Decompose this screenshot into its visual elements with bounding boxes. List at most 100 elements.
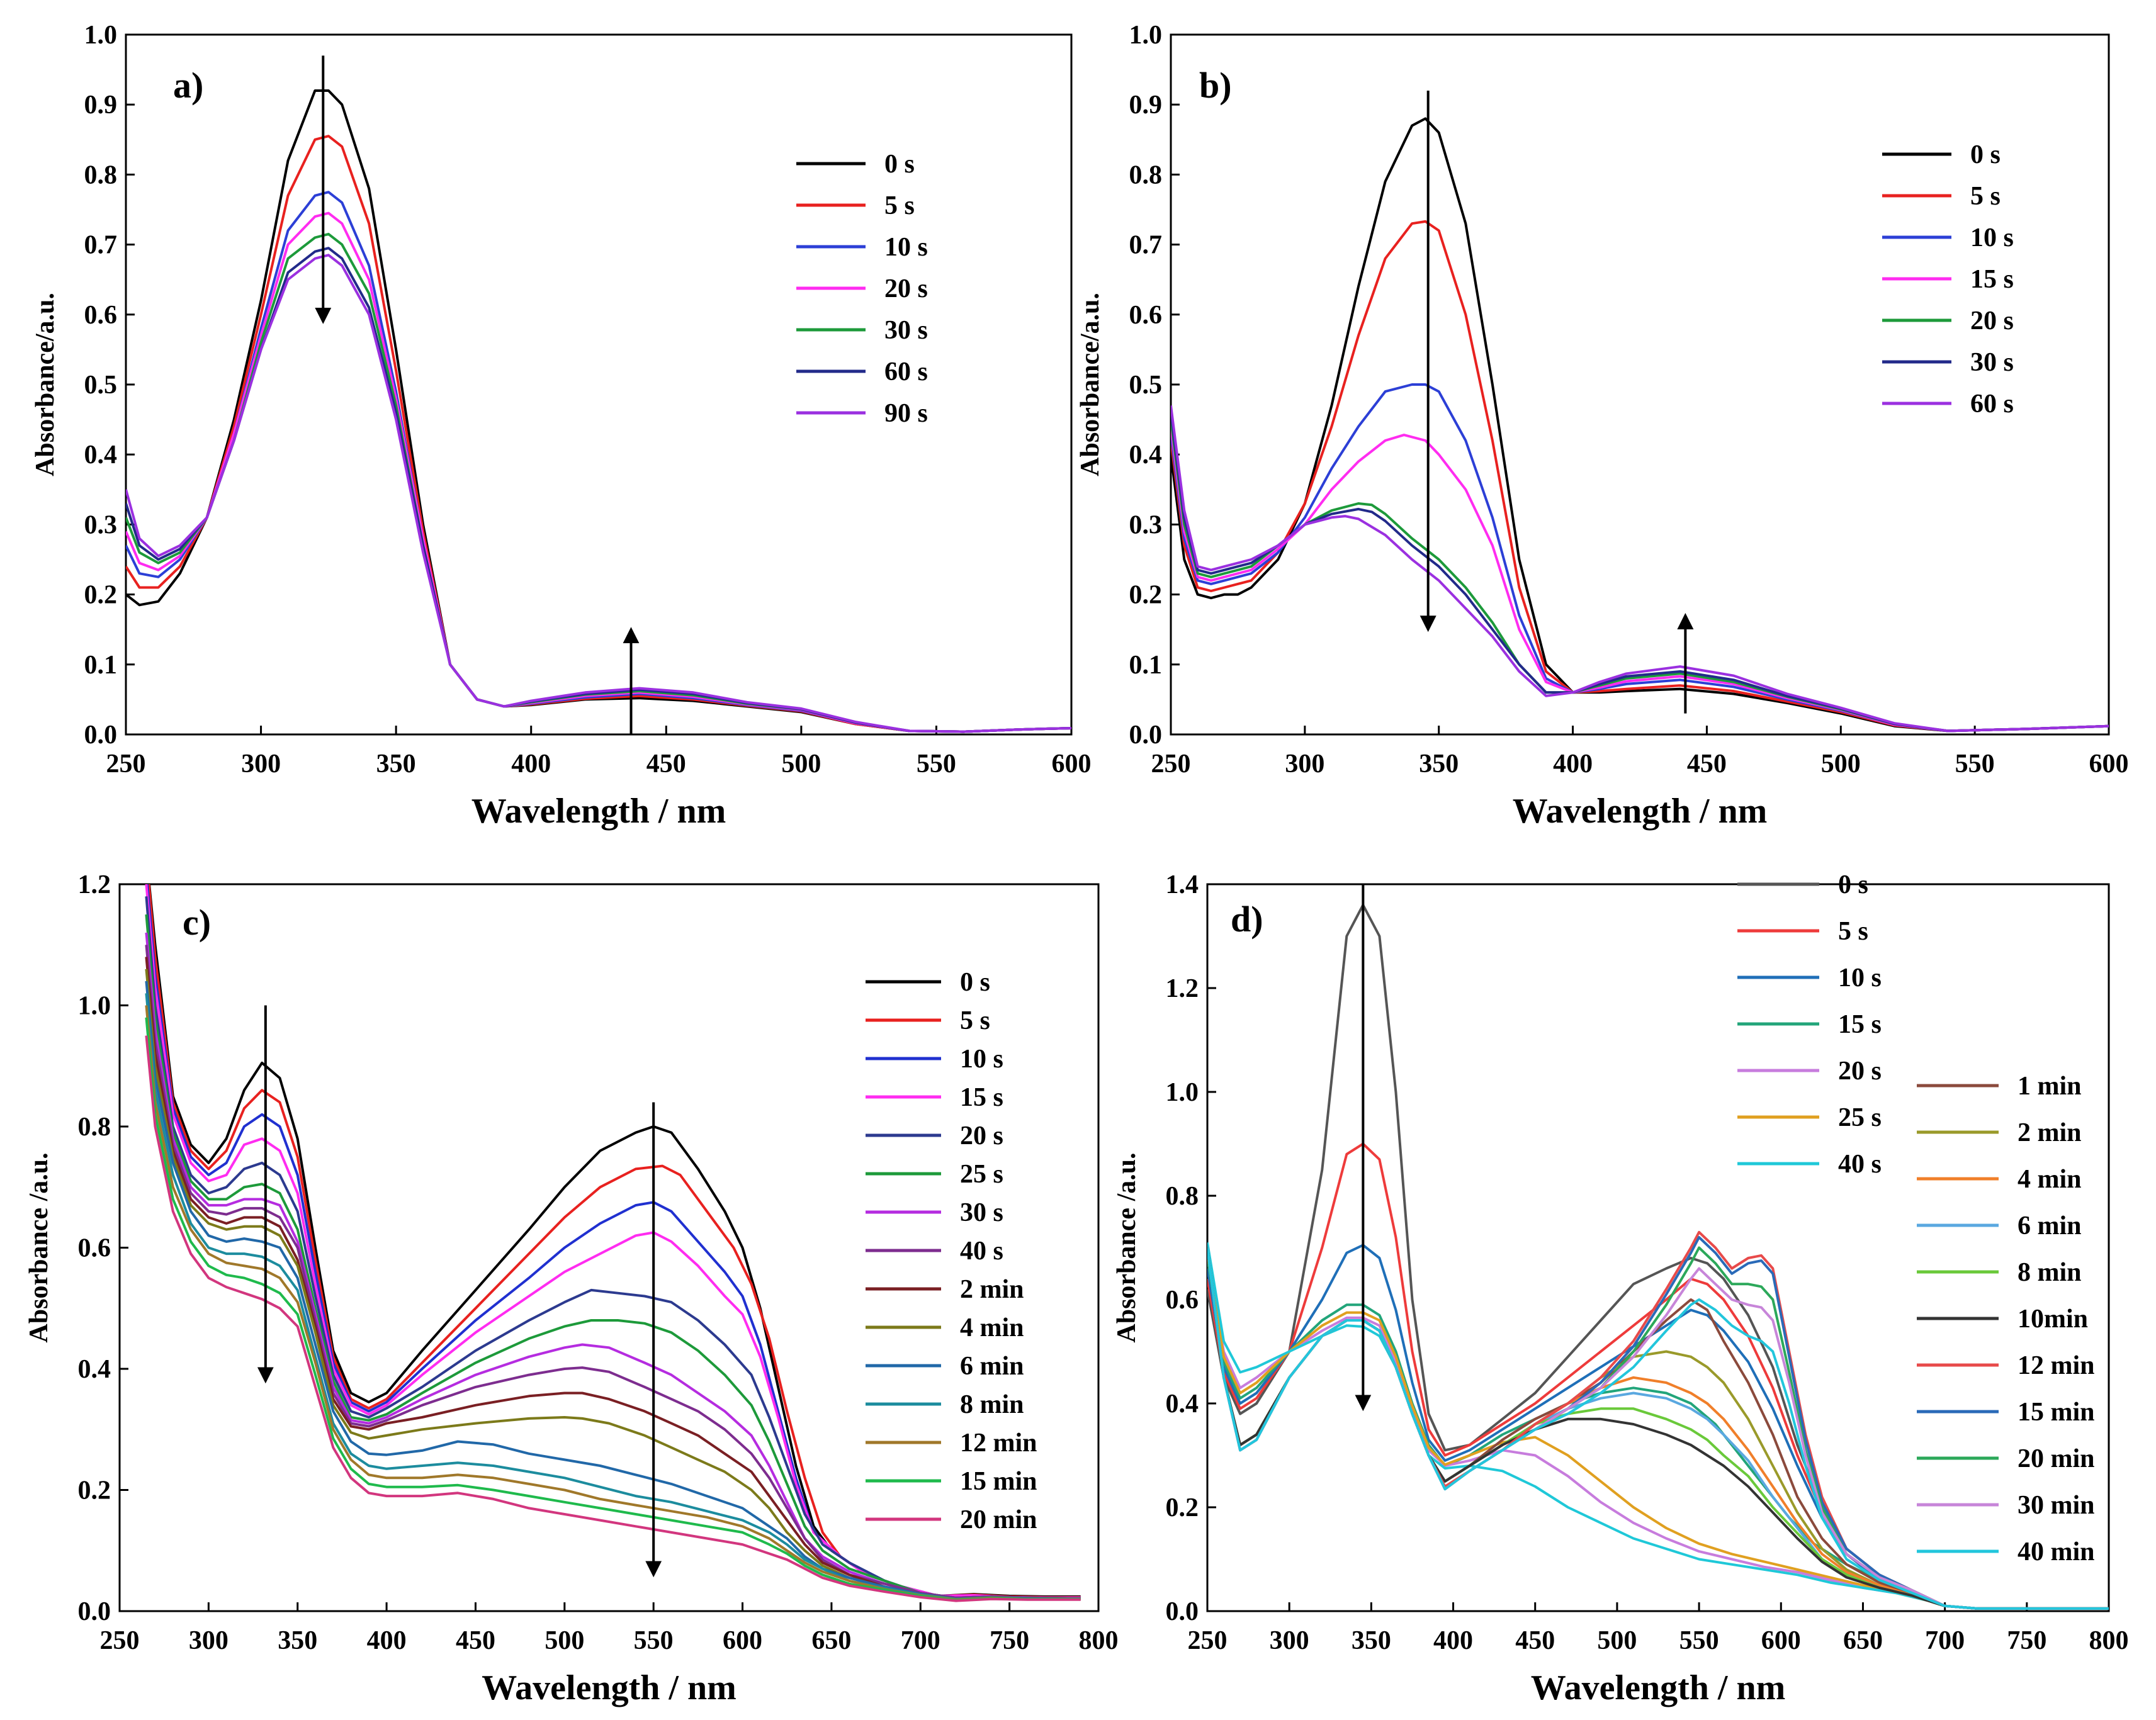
legend-entry: 2 min <box>960 1275 1024 1304</box>
y-tick-label: 0.6 <box>84 301 118 330</box>
legend-entry: 20 s <box>1970 306 2014 335</box>
x-tick-label: 800 <box>1079 1626 1119 1655</box>
legend-entry: 20 s <box>884 274 928 303</box>
series-line-10-s <box>1207 1244 2109 1610</box>
y-tick-label: 0.6 <box>1166 1286 1199 1315</box>
y-tick-label: 1.0 <box>1129 21 1163 50</box>
panel-label: c) <box>183 902 211 943</box>
panel-a: 250 300 350 400 450 500 550 600 0.0 0.1 0.2 0.3 0.4 0… <box>31 21 1092 831</box>
x-tick-label: 450 <box>1515 1626 1555 1655</box>
legend-entry: 15 min <box>2018 1398 2095 1427</box>
x-tick-label: 400 <box>511 750 551 778</box>
x-tick-label: 500 <box>545 1626 584 1655</box>
series-line-2-min <box>145 957 1081 1600</box>
legend-entry: 30 s <box>884 316 928 345</box>
x-tick-label: 350 <box>1419 750 1459 778</box>
y-tick-label: 0.0 <box>1166 1597 1199 1626</box>
legend: 0 s 5 s 10 s 15 s 20 s 25 s 30 s 40 s 2 min 4 min… <box>866 968 1037 1534</box>
y-tick-label: 0.8 <box>1129 160 1163 189</box>
x-tick-label: 550 <box>917 750 956 778</box>
legend-entry: 0 s <box>1838 870 1868 899</box>
y-tick-label: 0.0 <box>84 721 118 750</box>
series-line-0-s <box>1171 117 2109 733</box>
x-tick-label: 600 <box>1052 750 1092 778</box>
x-tick-label: 800 <box>2089 1626 2129 1655</box>
x-tick-label: 350 <box>376 750 416 778</box>
panel-label: a) <box>173 65 203 106</box>
series-group <box>1171 117 2109 733</box>
series-line-5-s <box>1207 1142 2109 1610</box>
y-tick-label: 1.2 <box>1166 974 1199 1003</box>
legend-entry: 20 min <box>2018 1444 2095 1473</box>
x-tick-label: 600 <box>723 1626 762 1655</box>
legend: 0 s 5 s 10 s 15 s 20 s 30 s 60 s <box>1882 140 2014 419</box>
y-tick-label: 0.4 <box>1166 1390 1199 1419</box>
x-tick-label: 300 <box>1270 1626 1309 1655</box>
legend-entry: 30 s <box>1970 348 2014 377</box>
series-line-5-s <box>126 135 1071 733</box>
x-tick-label: 500 <box>1821 750 1861 778</box>
y-tick-label: 0.0 <box>1129 721 1163 750</box>
x-tick-label: 600 <box>1761 1626 1801 1655</box>
panel-label: b) <box>1199 65 1232 106</box>
x-tick-label: 400 <box>1553 750 1593 778</box>
y-tick-label: 1.2 <box>78 870 111 899</box>
x-tick-label: 650 <box>811 1626 851 1655</box>
x-tick-label: 550 <box>1955 750 1995 778</box>
legend-entry: 10 s <box>960 1045 1003 1074</box>
y-tick-label: 0.1 <box>1129 651 1163 680</box>
panel-label: d) <box>1231 899 1263 940</box>
legend: 0 s 5 s 10 s 15 s 20 s 25 s 40 s 1 min 2 min 4 mi… <box>1737 870 2095 1566</box>
x-tick-label: 250 <box>1188 1626 1228 1655</box>
series-line-12-min <box>145 1005 1081 1601</box>
x-tick-label: 350 <box>1352 1626 1391 1655</box>
x-tick-label: 300 <box>1285 750 1324 778</box>
legend-entry: 10 s <box>1970 223 2014 252</box>
x-tick-label: 550 <box>1679 1626 1719 1655</box>
x-axis-label: Wavelength / nm <box>1531 1668 1785 1707</box>
y-tick-label: 0.8 <box>84 160 118 189</box>
x-axis-label: Wavelength / nm <box>1513 792 1767 831</box>
y-axis-label: Absorbance/a.u. <box>1076 293 1105 476</box>
legend: 0 s 5 s 10 s 20 s 30 s 60 s 90 s <box>796 150 928 428</box>
legend-entry: 25 s <box>960 1160 1003 1189</box>
series-line-6-min <box>145 981 1081 1600</box>
x-tick-label: 450 <box>456 1626 495 1655</box>
series-line-0-s <box>1207 904 2109 1610</box>
y-tick-label: 0.8 <box>78 1113 111 1142</box>
y-tick-label: 0.4 <box>84 441 118 469</box>
legend-entry: 5 s <box>960 1006 990 1035</box>
panel-b: 250 300 350 400 450 500 550 600 0.0 0.1 0.2 0.3 0.4 0… <box>1076 21 2129 831</box>
x-tick-label: 300 <box>241 750 281 778</box>
x-tick-label: 400 <box>1433 1626 1473 1655</box>
legend-entry: 20 s <box>1838 1057 1882 1086</box>
legend-entry: 4 min <box>2018 1165 2082 1194</box>
x-tick-label: 700 <box>901 1626 940 1655</box>
legend-entry: 5 s <box>884 191 915 220</box>
legend-entry: 6 min <box>960 1352 1024 1381</box>
legend-entry: 40 min <box>2018 1537 2095 1566</box>
legend-entry: 60 s <box>1970 390 2014 419</box>
series-line-15-min <box>145 1017 1081 1602</box>
x-tick-label: 550 <box>634 1626 674 1655</box>
y-axis-label: Absorbance/a.u. <box>31 293 60 476</box>
y-tick-label: 0.3 <box>84 510 118 539</box>
y-tick-label: 0.2 <box>84 581 118 610</box>
legend-entry: 15 s <box>1838 1010 1882 1039</box>
y-tick-label: 0.7 <box>84 231 118 260</box>
series-line-8-min <box>145 993 1081 1600</box>
x-tick-label: 600 <box>2089 750 2129 778</box>
y-tick-label: 0.2 <box>1166 1493 1199 1522</box>
legend-entry: 30 min <box>2018 1491 2095 1520</box>
legend-entry: 60 s <box>884 357 928 386</box>
series-line-0-s <box>126 89 1071 733</box>
x-tick-label: 750 <box>2007 1626 2046 1655</box>
series-line-40-s <box>1207 1242 2109 1610</box>
legend-entry: 1 min <box>2018 1072 2082 1101</box>
series-line-30-s <box>145 932 1081 1600</box>
y-tick-label: 0.2 <box>78 1476 111 1505</box>
legend-entry: 4 min <box>960 1313 1024 1342</box>
legend-entry: 30 s <box>960 1198 1003 1227</box>
y-tick-label: 0.5 <box>84 371 118 400</box>
